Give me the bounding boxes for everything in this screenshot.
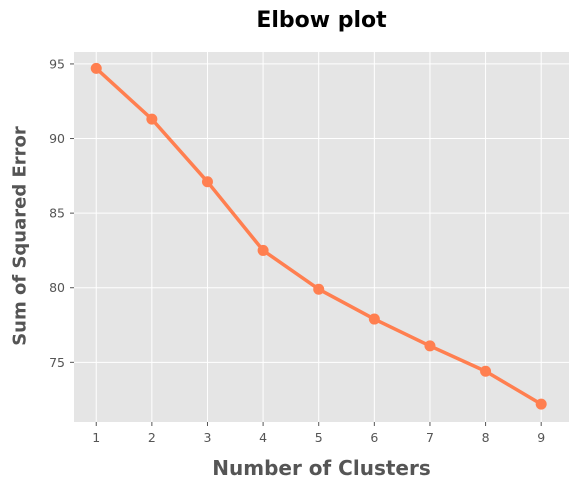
x-tick-label: 5 xyxy=(315,430,323,445)
data-point xyxy=(535,398,547,410)
y-axis-ticks: 75 80 85 90 95 xyxy=(49,56,74,370)
data-point xyxy=(257,244,269,256)
data-point xyxy=(424,340,436,352)
x-tick-label: 1 xyxy=(92,430,100,445)
plot-area xyxy=(74,52,569,422)
chart-title: Elbow plot xyxy=(256,8,387,33)
x-tick-label: 9 xyxy=(537,430,545,445)
x-tick-label: 8 xyxy=(482,430,490,445)
y-axis-label: Sum of Squared Error xyxy=(9,126,31,346)
x-tick-label: 7 xyxy=(426,430,434,445)
data-point xyxy=(313,283,325,295)
data-point xyxy=(368,313,380,325)
y-tick-label: 90 xyxy=(49,131,65,146)
series-group xyxy=(90,62,547,410)
x-tick-label: 4 xyxy=(259,430,267,445)
x-axis-label: Number of Clusters xyxy=(212,456,431,480)
y-tick-label: 95 xyxy=(49,56,65,71)
data-point xyxy=(146,113,158,125)
data-point xyxy=(480,365,492,377)
data-point xyxy=(201,176,213,188)
y-tick-label: 80 xyxy=(49,280,65,295)
x-tick-label: 2 xyxy=(148,430,156,445)
y-tick-label: 85 xyxy=(49,206,65,221)
x-tick-label: 3 xyxy=(204,430,212,445)
data-point xyxy=(90,62,102,74)
y-tick-label: 75 xyxy=(49,355,65,370)
x-axis-ticks: 1 2 3 4 5 6 7 8 9 xyxy=(92,422,545,445)
x-tick-label: 6 xyxy=(370,430,378,445)
